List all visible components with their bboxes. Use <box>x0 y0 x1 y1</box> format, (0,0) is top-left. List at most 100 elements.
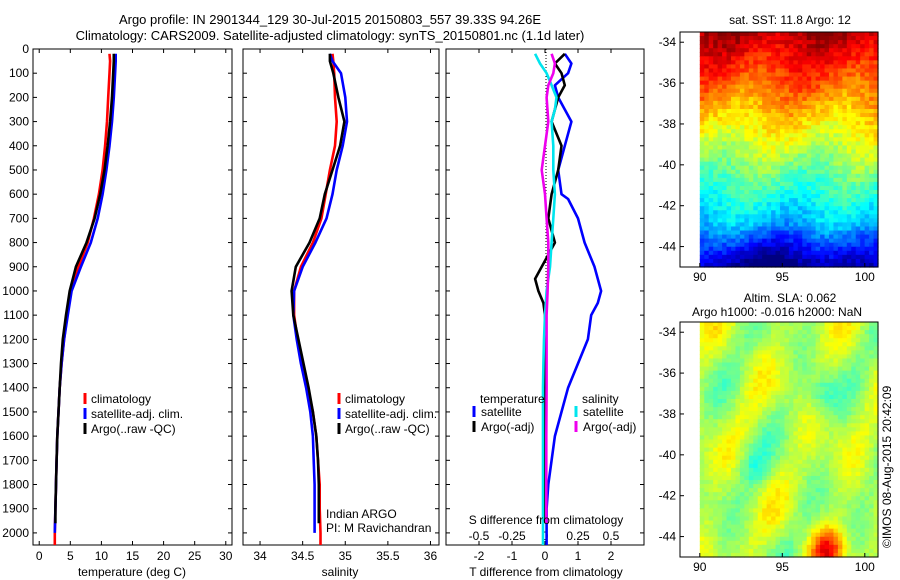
heatmap-cell <box>730 210 737 215</box>
heatmap-cell <box>713 56 719 61</box>
heatmap-cell <box>784 177 790 183</box>
heatmap-cell <box>837 242 843 248</box>
heatmap-cell <box>820 206 826 211</box>
heatmap-cell <box>797 108 803 114</box>
heatmap-cell <box>824 137 830 142</box>
heatmap-cell <box>708 500 714 505</box>
heatmap-cell <box>797 407 803 412</box>
heatmap-cell <box>757 354 763 360</box>
heatmap-cell <box>802 214 808 219</box>
heatmap-cell <box>784 330 790 335</box>
heatmap-cell <box>873 390 879 396</box>
heatmap-cell <box>855 484 861 489</box>
heatmap-cell <box>771 250 777 256</box>
heatmap-cell <box>766 435 772 441</box>
heatmap-cell <box>739 88 745 94</box>
heatmap-cell <box>788 206 794 211</box>
heatmap-cell <box>811 516 817 522</box>
heatmap-cell <box>726 64 732 70</box>
heatmap-cell <box>713 108 719 114</box>
heatmap-cell <box>833 254 839 260</box>
heatmap-cell <box>806 455 812 461</box>
heatmap-cell <box>704 488 710 493</box>
heatmap-cell <box>699 100 705 106</box>
heatmap-cell <box>815 475 821 481</box>
heatmap-cell <box>820 552 826 558</box>
heatmap-cell <box>855 540 861 546</box>
heatmap-cell <box>802 202 808 207</box>
heatmap-cell <box>797 504 803 509</box>
heatmap-cell <box>779 508 786 514</box>
heatmap-cell <box>802 68 808 74</box>
heatmap-cell <box>797 56 803 61</box>
heatmap-cell <box>762 516 768 522</box>
heatmap-cell <box>837 520 843 526</box>
heatmap-cell <box>784 459 790 465</box>
heatmap-cell <box>739 141 745 147</box>
heatmap-cell <box>717 354 723 360</box>
heatmap-cell <box>851 386 857 392</box>
heatmap-cell <box>860 455 866 461</box>
heatmap-cell <box>730 552 737 558</box>
heatmap-cell <box>824 113 830 118</box>
heatmap-cell <box>802 153 808 159</box>
heatmap-cell <box>735 350 741 356</box>
heatmap-cell <box>757 56 763 61</box>
heatmap-cell <box>748 536 754 542</box>
heatmap-cell <box>855 350 861 356</box>
heatmap-cell <box>744 173 750 179</box>
heatmap-cell <box>793 121 799 126</box>
heatmap-cell <box>762 548 768 554</box>
heatmap-cell <box>802 435 808 441</box>
heatmap-cell <box>757 512 763 518</box>
heatmap-cell <box>829 177 835 183</box>
heatmap-cell <box>873 125 879 130</box>
heatmap-cell <box>771 145 777 151</box>
heatmap-cell <box>820 431 826 437</box>
heatmap-cell <box>802 447 808 453</box>
heatmap-cell <box>815 358 821 364</box>
heatmap-cell <box>739 338 745 343</box>
temperature-axes-frame <box>32 48 233 546</box>
heatmap-cell <box>797 524 803 530</box>
heatmap-cell <box>797 431 803 437</box>
heatmap-cell <box>864 508 870 514</box>
heatmap-cell <box>869 334 875 339</box>
heatmap-cell <box>775 423 781 428</box>
heatmap-cell <box>775 338 781 343</box>
heatmap-cell <box>873 415 879 420</box>
heatmap-cell <box>704 129 710 134</box>
heatmap-cell <box>837 471 843 477</box>
heatmap-cell <box>824 552 830 558</box>
heatmap-cell <box>722 246 728 252</box>
heatmap-cell <box>771 141 777 147</box>
heatmap-cell <box>766 40 772 45</box>
heatmap-cell <box>766 334 772 339</box>
heatmap-cell <box>699 230 705 236</box>
heatmap-cell <box>704 536 710 542</box>
heatmap-cell <box>748 500 754 505</box>
heatmap-cell <box>855 390 861 396</box>
heatmap-cell <box>757 378 763 384</box>
heatmap-cell <box>806 419 812 424</box>
heatmap-cell <box>829 532 835 538</box>
heatmap-cell <box>753 169 759 175</box>
series-line-2 <box>290 53 346 524</box>
heatmap-cell <box>869 129 875 134</box>
heatmap-cell <box>837 394 843 400</box>
heatmap-cell <box>829 496 835 501</box>
s-tick-label: -0.5 <box>469 529 490 543</box>
heatmap-cell <box>775 262 781 268</box>
heatmap-cell <box>699 492 705 497</box>
heatmap-cell <box>860 133 866 138</box>
heatmap-cell <box>806 246 812 252</box>
heatmap-cell <box>855 386 861 392</box>
heatmap-cell <box>806 492 812 497</box>
heatmap-cell <box>771 508 777 514</box>
heatmap-cell <box>806 370 812 376</box>
heatmap-cell <box>855 84 861 90</box>
heatmap-cell <box>855 157 861 163</box>
heatmap-cell <box>708 44 714 49</box>
heatmap-cell <box>735 496 741 501</box>
heatmap-cell <box>820 358 826 364</box>
